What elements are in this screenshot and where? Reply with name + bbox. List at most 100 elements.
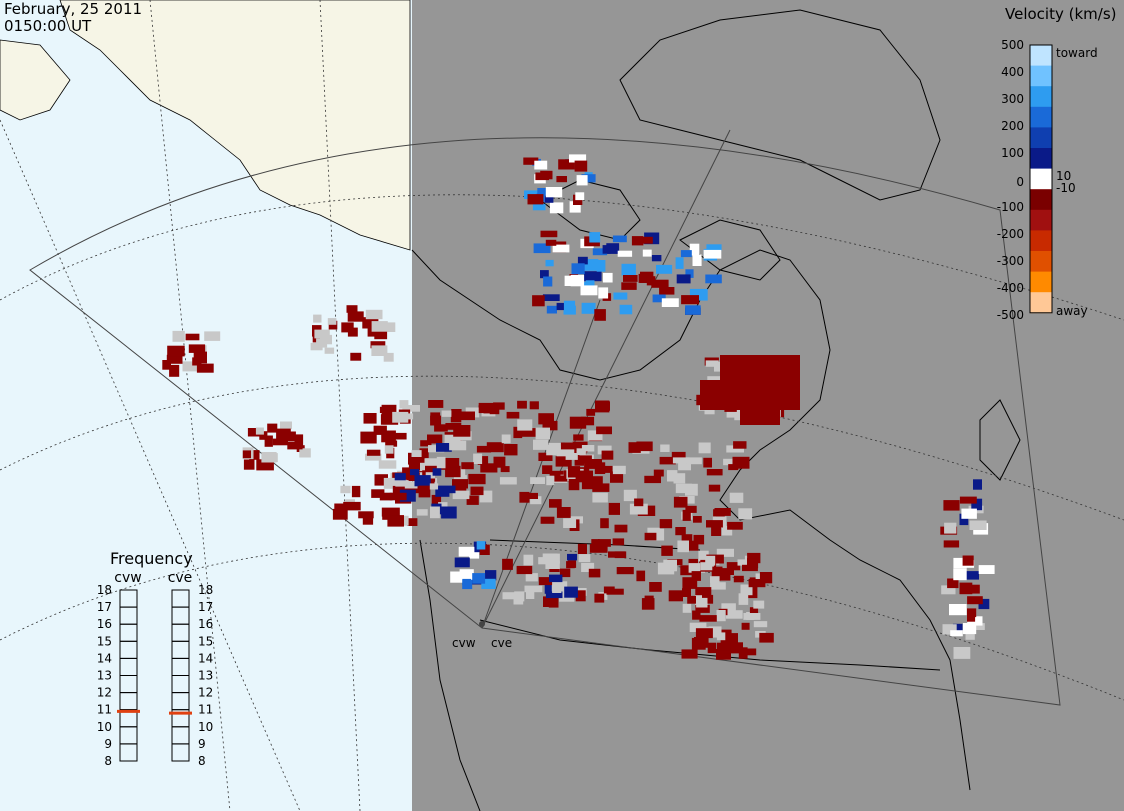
- scatter-cell: [651, 279, 669, 288]
- scatter-cell: [602, 272, 613, 283]
- scatter-cell: [461, 462, 474, 470]
- scatter-cell: [660, 444, 670, 452]
- scatter-cell: [513, 426, 523, 439]
- scatter-cell: [644, 532, 657, 541]
- scatter-cell: [959, 582, 973, 595]
- scatter-cell: [564, 275, 577, 286]
- scatter-cell: [538, 557, 551, 565]
- scatter-cell: [685, 505, 697, 513]
- frequency-tick-label: 9: [198, 737, 206, 751]
- scatter-cell: [347, 311, 364, 322]
- scatter-cell: [407, 518, 418, 526]
- frequency-tick-label: 14: [97, 651, 112, 665]
- scatter-cell: [581, 174, 596, 183]
- scatter-cell: [592, 248, 608, 256]
- scatter-cell: [726, 445, 744, 453]
- scatter-cell: [532, 295, 545, 307]
- frequency-tick-label: 16: [198, 617, 213, 631]
- scatter-cell: [943, 540, 960, 548]
- scatter-cell: [598, 287, 609, 299]
- scatter-cell: [741, 622, 750, 630]
- scatter-cell: [944, 522, 957, 534]
- scatter-cell: [695, 628, 713, 639]
- scatter-cell: [720, 633, 738, 645]
- scatter-cell: [716, 548, 734, 557]
- scatter-cell: [726, 610, 743, 619]
- scatter-cell: [169, 364, 180, 377]
- frequency-tick-label: 12: [97, 686, 112, 700]
- scatter-cell: [379, 492, 393, 501]
- frequency-radar-label: cvw: [114, 570, 141, 586]
- radar-label-cve: cve: [491, 636, 512, 650]
- scatter-cell: [444, 434, 461, 445]
- scatter-cell: [716, 610, 726, 622]
- scatter-cell: [732, 456, 750, 469]
- scatter-cell: [395, 432, 407, 440]
- scatter-cell: [594, 593, 605, 603]
- scatter-cell: [287, 431, 296, 442]
- colorbar-segment: [1030, 209, 1052, 231]
- scatter-cell: [398, 413, 414, 420]
- scatter-cell: [953, 568, 967, 581]
- scatter-cell: [358, 511, 374, 519]
- scatter-cell: [743, 613, 761, 620]
- scatter-cell: [392, 485, 406, 497]
- scatter-cell: [705, 274, 722, 284]
- scatter-cell: [362, 514, 374, 525]
- scatter-cell: [682, 540, 699, 551]
- scatter-cell: [687, 595, 696, 604]
- colorbar-segment: [1030, 168, 1052, 190]
- scatter-cell: [540, 516, 555, 524]
- scatter-cell: [385, 440, 398, 447]
- scatter-cell: [472, 573, 486, 584]
- scatter-cell: [502, 592, 518, 600]
- scatter-cell: [581, 479, 593, 490]
- scatter-cell: [721, 603, 736, 613]
- scatter-cell: [648, 528, 665, 541]
- scatter-cell: [506, 411, 520, 419]
- scatter-cell: [409, 469, 420, 476]
- date-label: February, 25 2011: [4, 0, 143, 18]
- frequency-tick-label: 17: [97, 600, 112, 614]
- scatter-cell: [959, 513, 969, 526]
- frequency-tick-label: 9: [104, 737, 112, 751]
- frequency-tick-label: 8: [104, 754, 112, 768]
- colorbar-tick-label: -300: [997, 254, 1024, 268]
- scatter-cell: [559, 568, 571, 578]
- scatter-cell: [527, 194, 544, 205]
- scatter-cell: [374, 330, 388, 340]
- scatter-cell: [452, 490, 470, 500]
- colorbar-tick-label: 0: [1016, 175, 1024, 189]
- scatter-cell: [272, 438, 288, 446]
- scatter-cell: [646, 276, 656, 286]
- scatter-cell: [682, 588, 691, 597]
- scatter-cell: [418, 485, 431, 498]
- scatter-cell: [682, 509, 691, 521]
- scatter-cell: [549, 574, 563, 583]
- scatter-cell: [540, 230, 558, 238]
- scatter-cell: [600, 518, 609, 529]
- scatter-cell: [504, 444, 518, 456]
- scatter-cell: [573, 434, 584, 441]
- scatter-cell: [460, 573, 474, 580]
- scatter-cell: [961, 508, 977, 519]
- radar-site-marker: [479, 621, 485, 627]
- scatter-cell: [172, 330, 185, 342]
- scatter-cell: [371, 321, 388, 332]
- scatter-cell: [427, 434, 443, 444]
- scatter-cell: [486, 442, 504, 453]
- scatter-cell: [324, 347, 335, 354]
- scatter-cell: [545, 239, 557, 246]
- scatter-cell: [712, 566, 723, 573]
- scatter-cell: [675, 527, 686, 536]
- scatter-cell: [310, 342, 323, 351]
- scatter-cell: [693, 534, 705, 545]
- scatter-cell: [314, 329, 330, 339]
- scatter-cell: [575, 470, 593, 483]
- scatter-cell: [966, 571, 979, 580]
- scatter-cell: [363, 317, 379, 325]
- scatter-cell: [614, 551, 627, 559]
- scatter-cell: [623, 275, 638, 282]
- scatter-cell: [680, 250, 692, 258]
